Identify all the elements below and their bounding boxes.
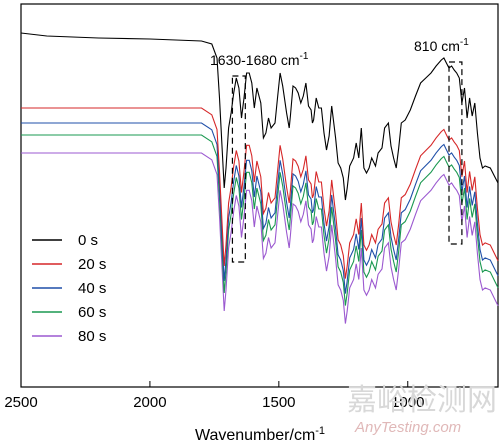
series-line-80s — [21, 152, 499, 324]
annotation-layer: 1630-1680 cm-1 810 cm-1 — [210, 37, 469, 263]
series-line-0s — [20, 32, 499, 201]
legend-label: 60 s — [78, 304, 106, 321]
legend-label: 0 s — [78, 232, 98, 249]
annotation-box — [231, 75, 246, 263]
annotation-box — [448, 61, 463, 245]
watermark-english: AnyTesting.com — [354, 419, 461, 436]
annotation-label: 1630-1680 cm-1 — [210, 51, 309, 68]
series-line-40s — [21, 122, 499, 294]
x-axis-label: Wavenumber/cm-1 — [195, 425, 325, 444]
legend-label: 40 s — [78, 280, 106, 297]
x-tick-label: 2500 — [4, 394, 37, 411]
x-axis-ticks: 2500 2000 1500 1000 — [4, 381, 424, 411]
series-line-60s — [21, 134, 499, 306]
x-axis-label-superscript: -1 — [315, 425, 325, 437]
legend-label: 80 s — [78, 328, 106, 345]
legend: 0 s 20 s 40 s 60 s 80 s — [32, 232, 106, 345]
plot-frame — [20, 3, 499, 388]
x-tick-label: 2000 — [133, 394, 166, 411]
watermark-chinese: 嘉峪检测网 — [347, 383, 497, 418]
annotation-label: 810 cm-1 — [414, 37, 469, 54]
series-layer — [20, 32, 499, 324]
x-tick-label: 1500 — [262, 394, 295, 411]
x-tick-label: 1000 — [391, 394, 424, 411]
legend-label: 20 s — [78, 256, 106, 273]
series-line-20s — [21, 107, 499, 279]
